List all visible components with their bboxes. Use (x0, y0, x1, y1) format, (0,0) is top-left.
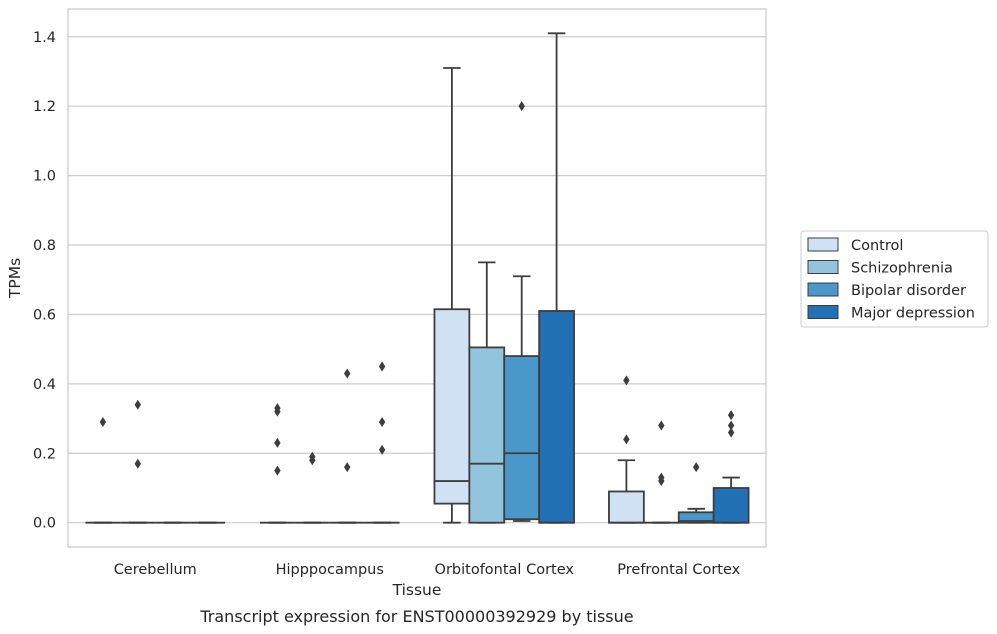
legend-swatch (807, 260, 839, 274)
outlier-point (344, 368, 351, 379)
outlier-point (378, 361, 386, 372)
legend-label: Schizophrenia (851, 261, 953, 277)
legend-label: Major depression (851, 306, 975, 322)
x-axis-label: Tissue (392, 581, 442, 599)
outlier-point (99, 417, 107, 428)
y-tick-label: 0.0 (33, 516, 56, 532)
legend-label: Bipolar disorder (851, 283, 966, 299)
x-tick-label: Cerebellum (114, 562, 197, 578)
legend-frame (800, 230, 989, 328)
outlier-point (623, 375, 630, 386)
y-tick-label: 0.2 (33, 446, 56, 462)
box-body (712, 487, 750, 524)
outlier-point (727, 427, 735, 438)
box-schizophrenia (294, 451, 330, 524)
outlier-point (134, 399, 141, 410)
box-bipolar-disorder (503, 101, 541, 522)
y-tick-label: 1.2 (33, 99, 56, 115)
box-control (85, 417, 121, 524)
box-body (538, 310, 575, 524)
y-tick-label: 1.4 (33, 30, 56, 46)
outlier-point (274, 465, 281, 476)
box-schizophrenia (643, 420, 679, 524)
box-body (468, 346, 506, 524)
box-control (259, 403, 295, 524)
y-axis-label: TPMs (6, 258, 24, 299)
y-tick-label: 0.4 (33, 377, 56, 393)
outlier-point (518, 101, 525, 112)
y-tick-label: 0.8 (33, 238, 56, 254)
y-tick-label: 0.6 (33, 307, 56, 323)
chart-caption: Transcript expression for ENST0000039292… (199, 607, 633, 626)
box-schizophrenia (468, 261, 506, 524)
outlier-point (658, 476, 665, 487)
box-bipolar-disorder (677, 462, 715, 524)
y-tick-label: 1.0 (33, 169, 56, 185)
outlier-point (378, 444, 386, 455)
outlier-point (274, 406, 281, 417)
x-axis-ticks: Cerebellum Hipppocampus Orbitofontal Corte… (114, 562, 741, 578)
outlier-point (727, 420, 735, 431)
outlier-point (727, 410, 735, 421)
outlier-point (693, 462, 700, 473)
outlier-point (274, 437, 281, 448)
legend-swatch (807, 282, 839, 297)
plot-area-frame (67, 8, 767, 548)
box-body (433, 308, 471, 505)
outlier-point (378, 417, 386, 428)
grid-lines (68, 36, 766, 524)
box-plot-marks (85, 32, 750, 524)
box-body (503, 355, 541, 521)
box-major-depression (538, 32, 575, 524)
box-control (433, 67, 471, 524)
legend: Control Schizophrenia Bipolar disorder Majo… (800, 230, 989, 328)
x-tick-label: Prefrontal Cortex (617, 562, 740, 578)
box-control (608, 375, 645, 524)
box-major-depression (364, 361, 400, 524)
outlier-point (658, 420, 665, 431)
legend-swatch (807, 305, 839, 319)
y-axis-ticks: 0.0 0.2 0.4 0.6 0.8 1.0 1.2 1.4 (33, 30, 56, 532)
outlier-point (344, 462, 351, 473)
box-schizophrenia (120, 399, 156, 524)
x-tick-label: Hipppocampus (276, 562, 384, 578)
outlier-point (309, 455, 316, 466)
legend-swatch (807, 237, 839, 252)
legend-label: Control (851, 238, 903, 254)
x-tick-label: Orbitofontal Cortex (435, 562, 575, 578)
box-bipolar-disorder (329, 368, 365, 524)
box-body (608, 490, 645, 524)
outlier-point (623, 434, 630, 445)
box-major-depression (712, 410, 750, 524)
outlier-point (134, 458, 141, 469)
